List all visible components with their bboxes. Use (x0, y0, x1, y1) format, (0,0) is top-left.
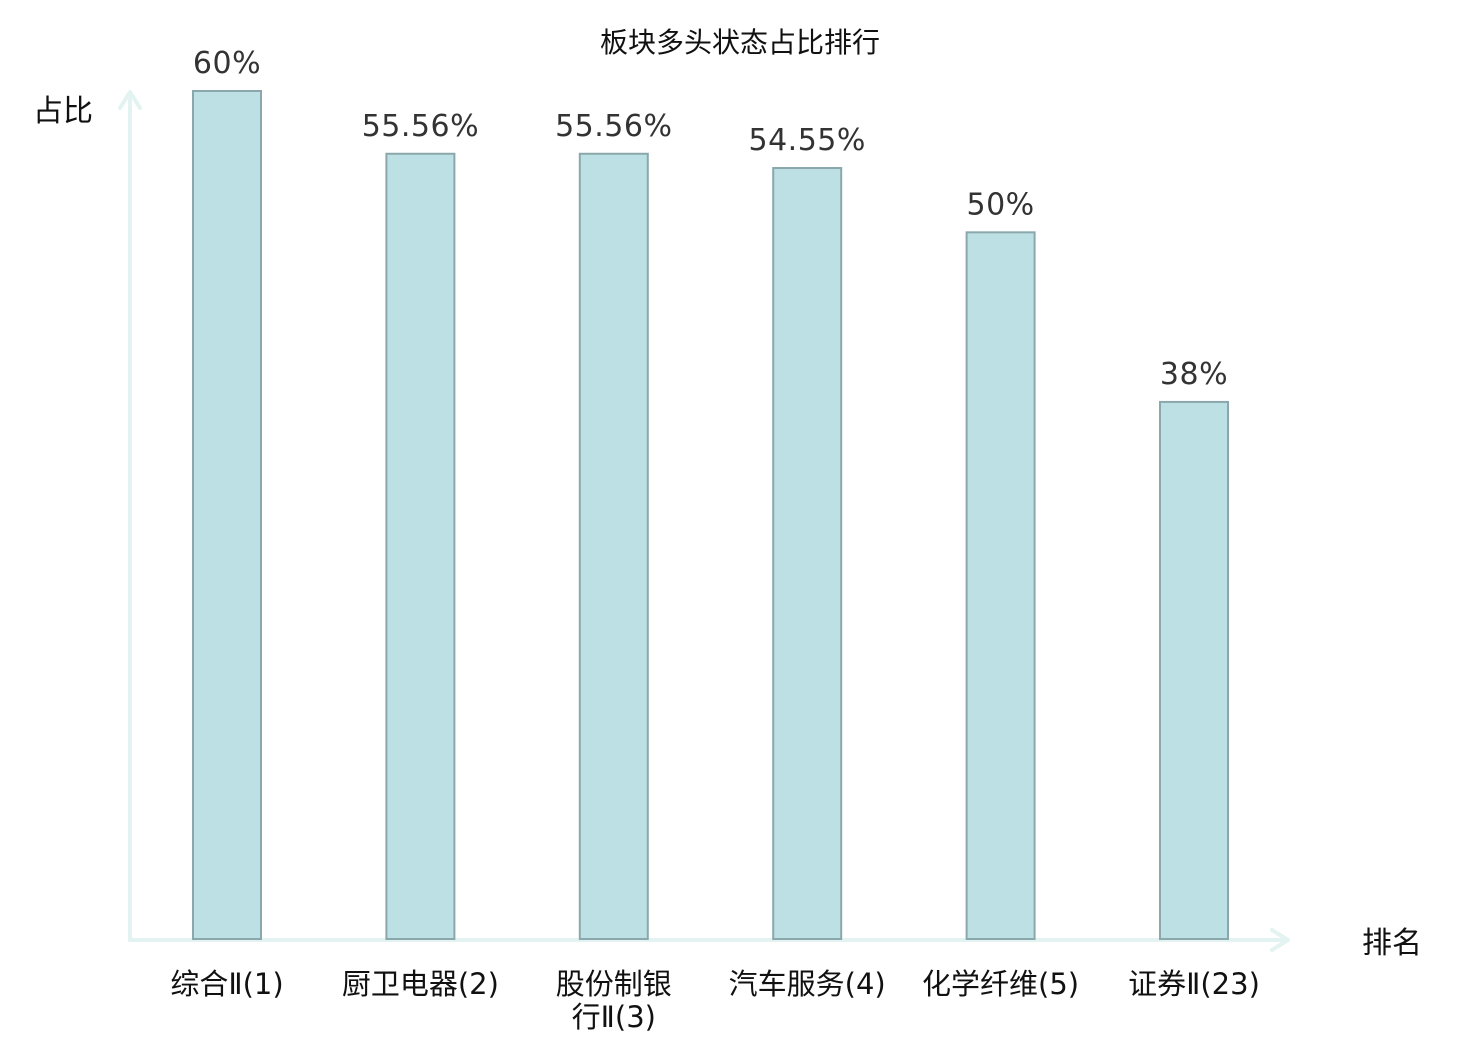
y-axis-line (118, 90, 142, 942)
value-label-1: 60% (193, 46, 261, 81)
bar-5 (965, 231, 1036, 941)
bar-4 (772, 167, 843, 940)
category-label-1: 综合Ⅱ(1) (170, 967, 283, 1001)
y-axis-label: 占比 (33, 94, 93, 129)
bar-2 (385, 152, 456, 940)
value-label-2: 55.56% (362, 109, 479, 144)
category-label-2: 厨卫电器(2) (342, 967, 499, 1001)
bars-group (192, 90, 1229, 941)
bar-1 (192, 90, 262, 940)
category-label-4: 汽车服务(4) (729, 967, 886, 1001)
value-labels-group: 60% 55.56% 55.56% 54.55% 50% 38% (193, 46, 1228, 392)
value-label-5: 50% (967, 187, 1035, 222)
category-label-5: 化学纤维(5) (922, 967, 1079, 1001)
category-labels-group: 综合Ⅱ(1) 厨卫电器(2) 股份制银行Ⅱ(3) 汽车服务(4) 化学纤维(5) 证券Ⅱ(… (170, 967, 1260, 1034)
value-label-4: 54.55% (749, 123, 866, 158)
chart-title: 板块多头状态占比排行 (600, 26, 880, 59)
category-label-6: 证券Ⅱ(23) (1128, 967, 1260, 1001)
x-axis-line (128, 928, 1290, 952)
value-label-3: 55.56% (555, 109, 672, 144)
bar-6 (1159, 400, 1229, 940)
axes (118, 90, 1290, 952)
category-label-3: 股份制银行Ⅱ(3) (556, 967, 672, 1034)
value-label-6: 38% (1160, 357, 1228, 392)
bar-3 (578, 152, 649, 940)
x-axis-label: 排名 (1362, 926, 1422, 961)
